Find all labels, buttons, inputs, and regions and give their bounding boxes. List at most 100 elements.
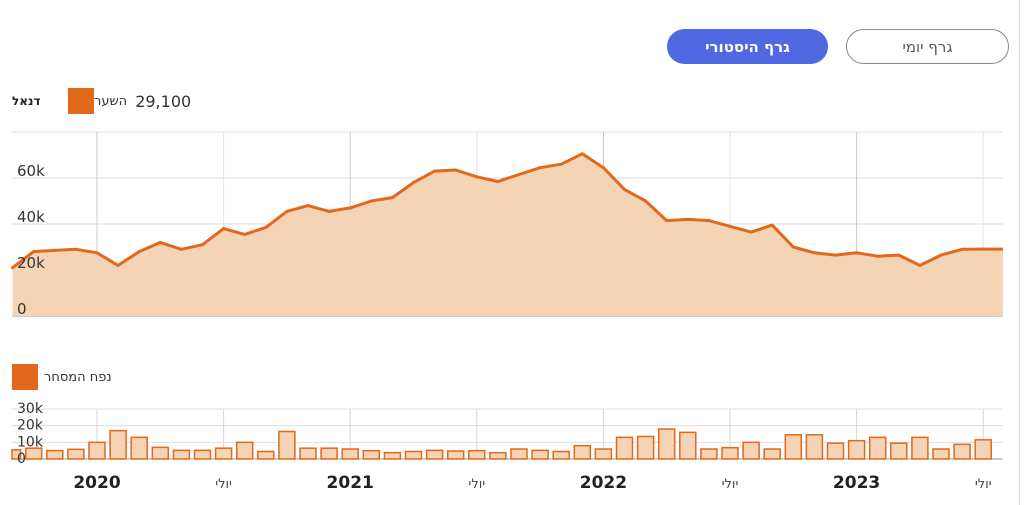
- volume-bar: [636, 435, 655, 460]
- volume-bar: [404, 450, 423, 460]
- volume-bar: [11, 449, 22, 460]
- volume-bar: [679, 431, 697, 460]
- volume-bar: [911, 436, 929, 460]
- volume-y-tick-label: 20k: [17, 418, 44, 434]
- volume-bar: [552, 450, 570, 460]
- volume-legend-swatch: [12, 364, 38, 390]
- price-y-tick-label: 0: [17, 300, 27, 318]
- volume-bar: [700, 448, 718, 460]
- price-point: [580, 152, 584, 156]
- price-point: [876, 254, 880, 258]
- price-point: [960, 247, 964, 251]
- price-point: [728, 224, 732, 228]
- price-point: [222, 227, 226, 231]
- volume-bar: [383, 451, 402, 460]
- price-point: [475, 175, 479, 179]
- right-border: [1019, 0, 1020, 505]
- price-point: [855, 251, 859, 255]
- price-legend-value: 29,100: [135, 91, 192, 111]
- volume-bar: [932, 448, 950, 460]
- volume-bar: [193, 449, 212, 460]
- price-point: [454, 168, 458, 172]
- x-tick-label: 2022: [580, 473, 627, 493]
- historical-chart-button[interactable]: גרף היסטורי: [667, 29, 828, 64]
- price-y-tick-label: 60k: [17, 162, 45, 180]
- volume-bar: [890, 442, 908, 460]
- daily-chart-button[interactable]: גרף יומי: [846, 29, 1009, 64]
- price-point: [981, 247, 985, 251]
- price-point: [116, 263, 120, 267]
- volume-bar: [489, 451, 507, 460]
- price-point: [707, 219, 711, 223]
- volume-bar: [594, 448, 613, 460]
- price-point: [390, 196, 394, 200]
- price-point: [601, 166, 605, 170]
- x-tick-label: 2023: [833, 473, 880, 493]
- volume-bar: [805, 434, 824, 460]
- price-point: [834, 253, 837, 257]
- price-point: [53, 248, 57, 252]
- volume-bar: [531, 449, 549, 460]
- x-tick-label: 2020: [73, 473, 120, 493]
- volume-bar: [826, 442, 845, 460]
- price-point: [201, 243, 204, 247]
- volume-bar: [341, 448, 359, 460]
- volume-bar: [67, 448, 85, 460]
- price-point: [95, 251, 99, 255]
- price-point: [306, 204, 310, 208]
- price-legend-swatch: [68, 88, 94, 114]
- price-legend: השער 29,100: [68, 88, 197, 114]
- volume-bar: [214, 447, 233, 460]
- x-tick-label: יולי: [215, 477, 232, 492]
- ticker-name: דנאל: [12, 94, 41, 108]
- volume-legend: נפח המסחר: [12, 364, 112, 390]
- volume-bar: [468, 449, 486, 460]
- price-point: [327, 209, 331, 213]
- price-point: [243, 232, 247, 236]
- price-point: [623, 188, 626, 191]
- volume-bar: [151, 446, 170, 460]
- x-tick-label: 2021: [327, 473, 374, 493]
- volume-legend-label: נפח המסחר: [44, 369, 112, 385]
- price-point: [749, 230, 753, 234]
- x-tick-label: יולי: [975, 477, 992, 492]
- price-point: [369, 199, 373, 203]
- volume-bar: [615, 436, 634, 460]
- volume-bar: [172, 449, 191, 460]
- volume-bar: [953, 443, 971, 460]
- volume-bar: [130, 436, 148, 460]
- price-point: [412, 181, 415, 185]
- volume-y-tick-label: 0: [17, 451, 26, 467]
- volume-bar: [510, 448, 528, 460]
- price-point: [74, 247, 78, 251]
- volume-y-tick-label: 10k: [17, 434, 44, 450]
- volume-bar: [974, 439, 992, 460]
- price-line: [11, 152, 1003, 269]
- price-point: [517, 173, 521, 177]
- price-point: [686, 217, 690, 221]
- volume-bar: [657, 428, 676, 460]
- price-point: [538, 166, 542, 170]
- volume-y-tick-label: 30k: [17, 401, 44, 417]
- price-point: [11, 266, 15, 270]
- price-point: [791, 245, 795, 249]
- volume-bar: [868, 436, 887, 460]
- volume-bar: [46, 449, 64, 460]
- price-point: [918, 263, 922, 267]
- price-area: [12, 153, 1004, 316]
- price-point: [939, 253, 943, 257]
- volume-bar: [784, 434, 803, 460]
- price-point: [348, 206, 352, 210]
- price-point: [137, 250, 141, 254]
- price-point: [496, 179, 500, 183]
- volume-bar: [299, 447, 317, 460]
- price-point: [897, 253, 901, 257]
- price-point: [559, 162, 563, 166]
- volume-bar: [425, 449, 444, 460]
- volume-bar: [763, 448, 781, 460]
- price-point: [433, 169, 437, 173]
- volume-bar: [88, 441, 106, 460]
- price-point: [32, 250, 36, 254]
- volume-bar: [847, 439, 866, 460]
